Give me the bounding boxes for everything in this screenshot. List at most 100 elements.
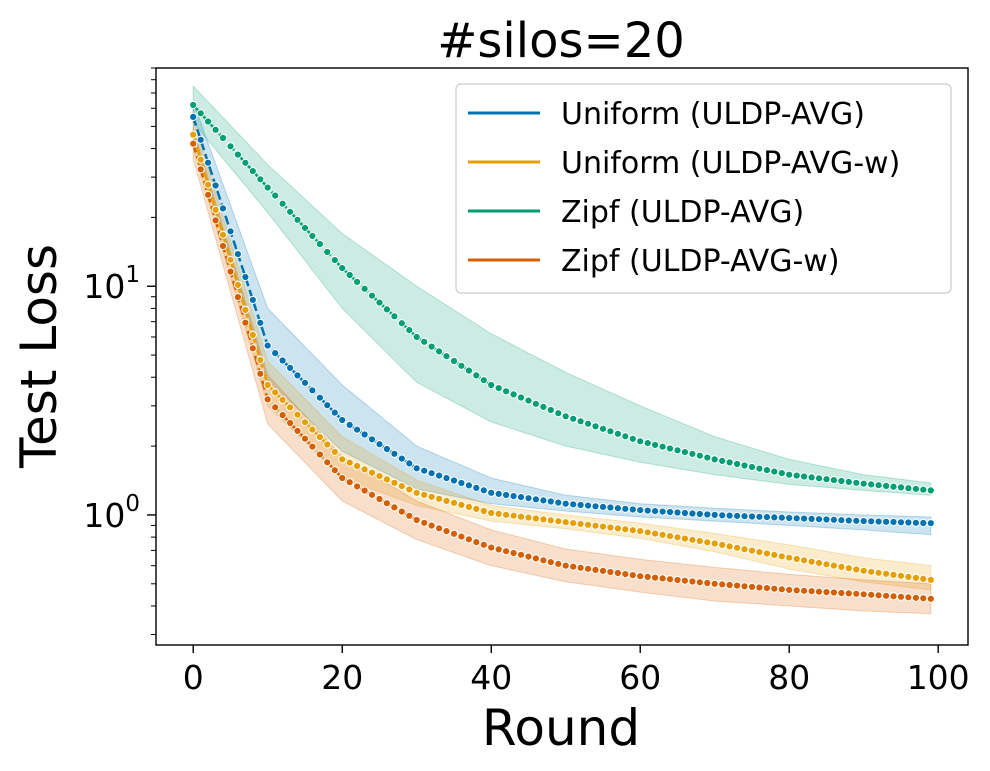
point-series-1-95: [896, 571, 906, 580]
point-series-0-75: [747, 512, 757, 521]
point-series-0-55: [598, 502, 608, 511]
point-series-2-60: [636, 437, 645, 446]
point-series-0-62: [651, 507, 660, 516]
point-series-2-19: [330, 256, 339, 265]
point-series-2-93: [882, 481, 891, 490]
point-series-0-32: [427, 469, 436, 478]
point-series-3-59: [628, 571, 637, 580]
point-series-1-11: [271, 388, 280, 397]
point-series-3-70: [710, 579, 719, 588]
point-series-1-29: [405, 485, 414, 494]
point-series-2-17: [315, 239, 324, 249]
point-series-1-83: [807, 557, 816, 566]
point-series-0-56: [606, 503, 615, 512]
point-series-2-94: [889, 482, 898, 491]
point-series-1-31: [420, 490, 429, 499]
point-series-3-66: [680, 576, 690, 585]
point-series-0-23: [360, 430, 369, 439]
point-series-1-16: [308, 425, 317, 434]
point-series-0-47: [539, 496, 548, 505]
point-series-3-61: [643, 572, 652, 582]
point-series-0-85: [822, 515, 831, 524]
point-series-2-76: [755, 464, 764, 473]
point-series-0-84: [814, 515, 824, 524]
point-series-0-1: [196, 135, 205, 144]
point-series-3-10: [263, 395, 272, 404]
point-series-0-18: [323, 401, 332, 410]
point-series-1-19: [330, 447, 339, 456]
point-series-2-79: [777, 469, 786, 478]
point-series-3-73: [733, 581, 742, 590]
point-series-3-74: [740, 582, 749, 591]
point-series-0-46: [531, 495, 541, 504]
point-series-2-7: [241, 158, 250, 167]
point-series-0-96: [904, 518, 913, 527]
point-series-0-73: [733, 511, 742, 521]
point-series-1-0: [189, 130, 198, 139]
point-series-3-15: [300, 434, 310, 443]
point-series-1-88: [844, 564, 853, 573]
point-series-3-9: [256, 369, 265, 378]
point-series-0-37: [464, 481, 473, 490]
point-series-1-86: [829, 561, 839, 570]
point-series-1-96: [904, 572, 913, 582]
point-series-0-64: [665, 507, 675, 517]
point-series-3-30: [412, 515, 421, 525]
point-series-1-40: [487, 508, 496, 518]
point-series-1-82: [800, 556, 809, 565]
point-series-3-93: [882, 591, 891, 600]
point-series-3-82: [800, 586, 809, 595]
point-series-1-71: [718, 540, 727, 550]
point-series-0-19: [330, 408, 339, 417]
point-series-0-51: [569, 500, 578, 509]
point-series-3-31: [420, 518, 429, 527]
point-series-2-3: [211, 125, 220, 134]
point-series-2-48: [546, 405, 555, 415]
point-series-3-13: [286, 418, 295, 428]
point-series-3-58: [621, 570, 630, 579]
point-series-3-69: [703, 578, 712, 588]
point-series-0-31: [420, 466, 429, 475]
point-series-0-67: [688, 509, 697, 518]
point-series-1-23: [360, 465, 369, 474]
point-series-1-59: [628, 526, 637, 535]
point-series-2-13: [286, 207, 295, 216]
point-series-3-90: [859, 590, 868, 599]
point-series-1-63: [658, 530, 667, 539]
legend-box: [455, 83, 952, 294]
point-series-3-1: [196, 165, 205, 174]
point-series-2-92: [874, 481, 883, 490]
point-series-1-37: [464, 502, 473, 511]
point-series-3-16: [308, 442, 317, 451]
point-series-0-48: [546, 497, 555, 506]
point-series-2-20: [338, 264, 347, 273]
point-series-3-94: [889, 592, 898, 601]
point-series-0-53: [584, 501, 593, 510]
point-series-3-68: [695, 578, 704, 587]
point-series-0-20: [338, 415, 347, 425]
point-series-2-50: [561, 412, 570, 421]
point-series-3-50: [561, 561, 570, 570]
point-series-1-54: [591, 521, 600, 530]
point-series-3-56: [606, 567, 615, 577]
point-series-1-64: [665, 532, 675, 541]
point-series-1-36: [457, 500, 466, 509]
point-series-3-78: [770, 584, 779, 593]
point-series-3-39: [479, 540, 488, 549]
point-series-1-57: [613, 524, 623, 533]
point-series-0-98: [919, 518, 928, 528]
point-series-1-87: [837, 562, 846, 572]
point-series-0-87: [837, 516, 846, 525]
point-series-3-83: [807, 587, 816, 596]
point-series-1-61: [643, 528, 652, 537]
point-series-2-46: [531, 399, 541, 408]
point-series-1-91: [867, 567, 876, 576]
x-tick-label-0: 0: [183, 658, 204, 697]
point-series-2-86: [829, 476, 839, 485]
point-series-2-32: [427, 342, 436, 351]
x-axis-label: Round: [482, 699, 640, 757]
point-series-3-44: [516, 550, 526, 559]
point-series-2-40: [487, 380, 496, 390]
point-series-2-61: [643, 439, 652, 448]
markers-series-0: [189, 112, 935, 528]
